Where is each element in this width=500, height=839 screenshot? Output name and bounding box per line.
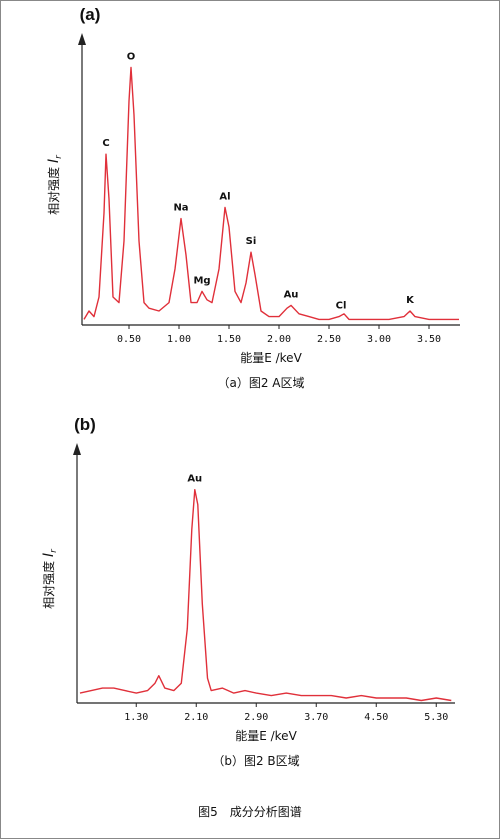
y-axis-arrow — [73, 443, 81, 455]
y-axis-arrow — [78, 33, 86, 45]
panel-caption: （b）图2 B区域 — [212, 754, 299, 768]
x-tick-label: 2.10 — [184, 712, 208, 723]
x-tick-label: 0.50 — [117, 334, 141, 345]
x-tick-label: 5.30 — [424, 712, 448, 723]
peak-label: O — [127, 51, 136, 62]
x-tick-label: 3.50 — [417, 334, 441, 345]
x-tick-label: 2.90 — [244, 712, 268, 723]
peak-label: K — [406, 295, 415, 306]
y-label-text: 相对强度 — [41, 557, 56, 609]
y-label-symbol: I — [41, 553, 57, 557]
peak-label: Al — [219, 191, 230, 202]
peak-label: Cl — [336, 301, 347, 312]
x-axis-label: 能量E /keV — [240, 351, 302, 365]
y-axis-label: 相对强度 Ir — [41, 548, 59, 609]
panel-label: (b) — [74, 415, 96, 434]
peak-label: Si — [246, 236, 257, 247]
y-axis-label: 相对强度 Ir — [46, 154, 64, 215]
x-tick-label: 3.70 — [304, 712, 328, 723]
y-label-text: 相对强度 — [46, 163, 61, 215]
peak-label: Au — [187, 474, 202, 485]
y-label-subscript: r — [54, 154, 64, 159]
peak-label: C — [102, 138, 109, 149]
x-axis-label: 能量E /keV — [235, 729, 297, 743]
panel-label: (a) — [80, 5, 101, 24]
y-label-subscript: r — [49, 548, 59, 553]
panel-caption: （a）图2 A区域 — [217, 376, 304, 390]
spectrum-line — [79, 489, 452, 702]
peak-label: Mg — [193, 275, 210, 286]
x-tick-label: 1.00 — [167, 334, 191, 345]
x-tick-label: 2.50 — [317, 334, 341, 345]
x-tick-label: 1.50 — [217, 334, 241, 345]
x-tick-label: 3.00 — [367, 334, 391, 345]
x-tick-label: 4.50 — [364, 712, 388, 723]
y-label-symbol: I — [46, 159, 62, 163]
figure-caption: 图5 成分分析图谱 — [198, 805, 302, 819]
x-tick-label: 2.00 — [267, 334, 291, 345]
peak-label: Au — [284, 289, 299, 300]
spectrum-line — [83, 66, 459, 321]
x-tick-label: 1.30 — [124, 712, 148, 723]
peak-label: Na — [173, 203, 188, 214]
